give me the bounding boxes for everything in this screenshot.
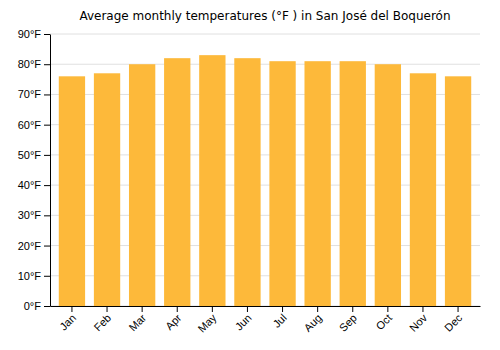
y-tick-mark: [44, 185, 50, 186]
x-tick: Nov: [407, 306, 430, 334]
bars: [59, 55, 471, 306]
chart: Jan Feb Mar Apr May Jun Jul Aug Sep Oct Nov Dec 0°F 1…: [0, 0, 500, 350]
x-tick: Jun: [233, 306, 254, 333]
x-tick: Oct: [373, 306, 394, 332]
x-tick-label: Aug: [302, 312, 324, 334]
y-tick-label: 80°F: [18, 58, 42, 70]
x-tick-mark: [177, 306, 178, 312]
x-tick-label: Apr: [163, 311, 184, 332]
y-tick: 10°F: [18, 270, 50, 282]
y-tick-mark: [44, 215, 50, 216]
x-tick-label: Oct: [373, 312, 394, 333]
y-tick: 60°F: [18, 119, 50, 131]
x-tick-label: Feb: [91, 312, 113, 334]
bar: [234, 58, 260, 306]
x-axis: Jan Feb Mar Apr May Jun Jul Aug Sep Oct Nov Dec: [51, 306, 481, 335]
x-tick-label: Nov: [407, 311, 430, 334]
x-tick-mark: [458, 306, 459, 312]
x-tick-mark: [352, 306, 353, 312]
bar: [304, 61, 330, 306]
x-tick-mark: [387, 306, 388, 312]
x-tick: Aug: [302, 306, 324, 334]
bar: [410, 73, 436, 306]
y-tick: 50°F: [18, 149, 50, 161]
y-tick-label: 30°F: [18, 209, 42, 221]
bar: [199, 55, 225, 306]
y-tick: 20°F: [18, 240, 50, 252]
y-tick: 80°F: [18, 58, 50, 70]
y-tick-mark: [44, 64, 50, 65]
y-tick-label: 20°F: [18, 240, 42, 252]
x-tick-label: Jun: [233, 312, 254, 333]
y-tick: 70°F: [18, 88, 50, 100]
x-tick: Apr: [163, 306, 184, 332]
y-tick-mark: [44, 94, 50, 95]
bar: [375, 64, 401, 306]
bar: [94, 73, 120, 306]
y-tick-mark: [44, 306, 50, 307]
x-tick-mark: [71, 306, 72, 312]
x-tick-label: Jan: [57, 312, 78, 333]
x-tick: Jul: [270, 306, 288, 330]
x-tick-label: Sep: [337, 312, 359, 334]
grid: [50, 34, 480, 306]
x-tick: Sep: [337, 306, 359, 334]
x-tick-mark: [107, 306, 108, 312]
bar: [164, 58, 190, 306]
x-tick-mark: [212, 306, 213, 312]
y-tick-mark: [44, 125, 50, 126]
grid-line: [50, 64, 480, 65]
y-tick-mark: [44, 276, 50, 277]
y-tick-label: 70°F: [18, 88, 42, 100]
y-tick: 0°F: [24, 300, 50, 312]
plot: Jan Feb Mar Apr May Jun Jul Aug Sep Oct Nov Dec 0°F 1…: [18, 28, 481, 335]
y-tick: 40°F: [18, 179, 50, 191]
bar: [59, 76, 85, 306]
x-tick: Jan: [57, 306, 78, 333]
x-tick-mark: [317, 306, 318, 312]
y-tick-mark: [44, 155, 50, 156]
x-tick-label: Mar: [126, 311, 148, 333]
x-tick-label: May: [195, 311, 219, 335]
y-axis: 0°F 10°F 20°F 30°F 40°F 50°F 60°F 70°F 80°F 90°F: [18, 28, 51, 312]
y-tick-label: 90°F: [18, 28, 42, 40]
bar: [340, 61, 366, 306]
y-tick: 90°F: [18, 28, 50, 40]
y-tick-label: 40°F: [18, 179, 42, 191]
y-axis-line: [50, 35, 51, 307]
x-tick-mark: [142, 306, 143, 312]
bar: [129, 64, 155, 306]
y-tick: 30°F: [18, 209, 50, 221]
x-tick-mark: [247, 306, 248, 312]
x-tick-mark: [422, 306, 423, 312]
x-tick: May: [195, 306, 219, 335]
y-tick-label: 10°F: [18, 270, 42, 282]
grid-line: [50, 34, 480, 35]
bar: [269, 61, 295, 306]
y-tick-label: 50°F: [18, 149, 42, 161]
bar: [445, 76, 471, 306]
x-tick-mark: [282, 306, 283, 312]
y-tick-mark: [44, 246, 50, 247]
x-tick: Mar: [126, 306, 148, 333]
x-axis-line: [51, 306, 481, 307]
y-tick-mark: [44, 34, 50, 35]
title: Average monthly temperatures (°F ) in Sa…: [79, 9, 450, 23]
x-tick-label: Jul: [270, 312, 288, 330]
y-tick-label: 0°F: [24, 300, 42, 312]
x-tick: Dec: [442, 306, 465, 334]
x-tick: Feb: [91, 306, 113, 333]
x-tick-label: Dec: [442, 311, 465, 334]
y-tick-label: 60°F: [18, 119, 42, 131]
